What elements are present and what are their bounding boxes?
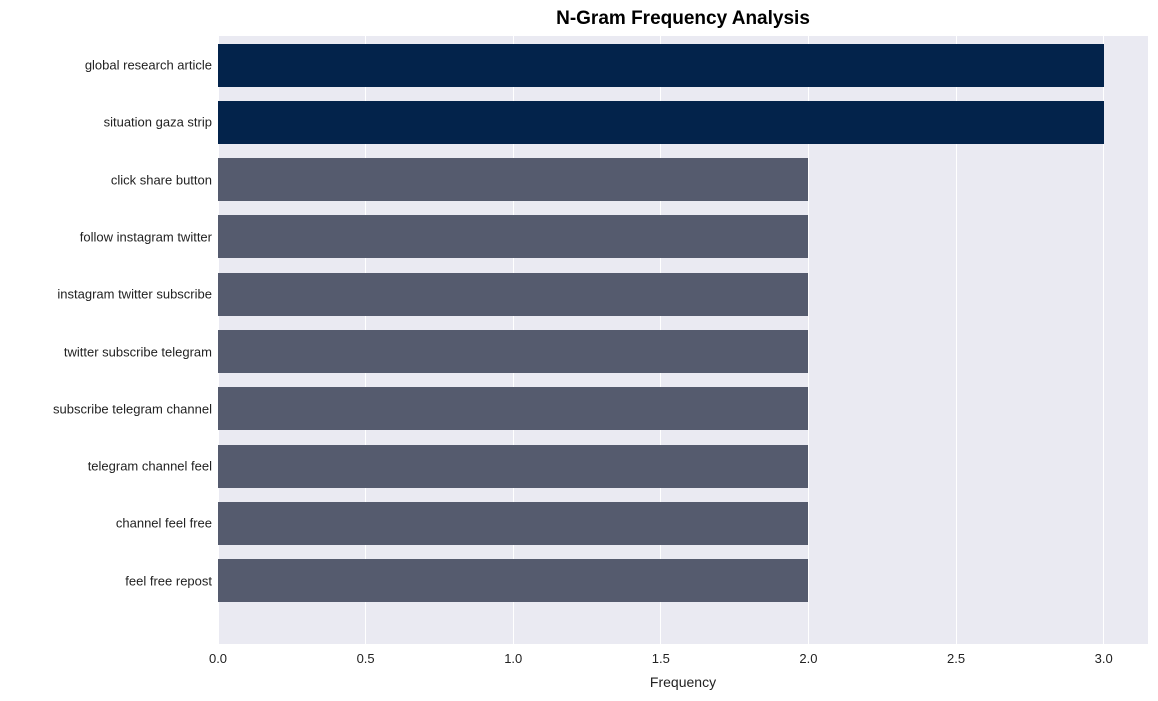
x-tick-label: 1.0 bbox=[504, 651, 522, 666]
y-tick-label: subscribe telegram channel bbox=[2, 401, 212, 416]
y-tick-label: follow instagram twitter bbox=[2, 229, 212, 244]
y-tick-label: click share button bbox=[2, 172, 212, 187]
x-tick-label: 2.5 bbox=[947, 651, 965, 666]
bar bbox=[218, 215, 808, 258]
bar bbox=[218, 330, 808, 373]
bar bbox=[218, 44, 1104, 87]
x-tick-label: 0.0 bbox=[209, 651, 227, 666]
x-tick-label: 0.5 bbox=[357, 651, 375, 666]
ngram-chart: N-Gram Frequency Analysis global researc… bbox=[0, 0, 1158, 701]
bar bbox=[218, 502, 808, 545]
bar bbox=[218, 273, 808, 316]
bar bbox=[218, 387, 808, 430]
x-tick-label: 1.5 bbox=[652, 651, 670, 666]
y-tick-label: channel feel free bbox=[2, 516, 212, 531]
y-tick-label: situation gaza strip bbox=[2, 115, 212, 130]
y-tick-label: telegram channel feel bbox=[2, 459, 212, 474]
y-tick-label: twitter subscribe telegram bbox=[2, 344, 212, 359]
bar bbox=[218, 559, 808, 602]
bar bbox=[218, 158, 808, 201]
y-tick-label: feel free repost bbox=[2, 573, 212, 588]
y-tick-label: global research article bbox=[2, 58, 212, 73]
x-axis-label: Frequency bbox=[218, 674, 1148, 690]
bar bbox=[218, 445, 808, 488]
chart-title: N-Gram Frequency Analysis bbox=[218, 8, 1148, 30]
y-tick-label: instagram twitter subscribe bbox=[2, 287, 212, 302]
bar bbox=[218, 101, 1104, 144]
x-tick-label: 2.0 bbox=[799, 651, 817, 666]
x-tick-label: 3.0 bbox=[1095, 651, 1113, 666]
plot-area bbox=[218, 36, 1148, 644]
